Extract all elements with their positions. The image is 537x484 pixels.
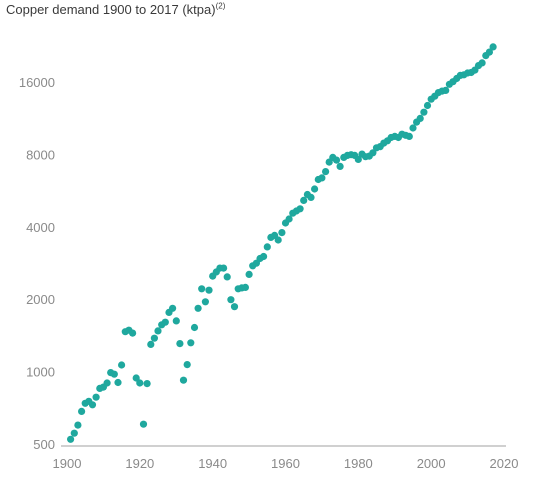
data-point	[485, 48, 493, 56]
data-point	[300, 196, 308, 204]
data-point	[136, 379, 144, 387]
data-point	[223, 273, 231, 281]
y-tick-label: 1000	[26, 365, 55, 380]
data-point	[194, 304, 202, 312]
data-point	[220, 264, 228, 272]
y-axis-ticks: 500 1000 2000 4000 8000 16000	[19, 75, 55, 452]
data-point	[307, 193, 315, 201]
x-tick-label: 1940	[198, 456, 227, 471]
data-point	[161, 318, 169, 326]
data-point	[278, 229, 286, 237]
data-point	[169, 304, 177, 312]
data-point	[285, 215, 293, 223]
data-point	[241, 283, 249, 291]
data-point	[332, 156, 341, 164]
data-points	[67, 43, 497, 443]
data-point	[442, 86, 450, 94]
data-point	[405, 132, 413, 140]
y-tick-label: 500	[33, 437, 55, 452]
data-point	[150, 334, 158, 342]
data-point	[416, 114, 424, 122]
data-point	[318, 174, 326, 182]
x-tick-label: 1900	[53, 456, 82, 471]
x-tick-label: 1960	[271, 456, 300, 471]
data-point	[205, 286, 213, 294]
chart-title: Copper demand 1900 to 2017 (ktpa)(2)	[6, 2, 225, 17]
data-point	[154, 327, 162, 335]
data-point	[92, 393, 100, 401]
y-tick-label: 8000	[26, 147, 55, 162]
data-point	[311, 185, 319, 193]
data-point	[201, 298, 209, 306]
data-point	[354, 155, 362, 163]
data-point	[336, 162, 344, 170]
chart-title-footnote: (2)	[215, 1, 226, 11]
data-point	[129, 329, 137, 337]
data-point	[296, 205, 304, 213]
x-tick-label: 2020	[490, 456, 519, 471]
data-point	[118, 361, 126, 369]
data-point	[132, 374, 140, 382]
x-tick-label: 1980	[344, 456, 373, 471]
data-point	[227, 296, 235, 304]
chart-title-text: Copper demand 1900 to 2017 (ktpa)	[6, 2, 216, 17]
data-point	[478, 59, 486, 67]
x-tick-label: 1920	[125, 456, 154, 471]
data-point	[103, 379, 111, 387]
data-point	[245, 270, 253, 278]
data-point	[420, 108, 428, 116]
y-tick-label: 2000	[26, 292, 55, 307]
data-point	[172, 317, 180, 325]
data-point	[147, 340, 155, 348]
data-point	[143, 380, 151, 388]
data-point	[110, 370, 118, 378]
data-point	[67, 435, 75, 443]
x-axis-ticks: 1900 1920 1940 1960 1980 2000 2020	[53, 456, 519, 471]
data-point	[176, 340, 184, 348]
data-point	[179, 376, 188, 384]
data-point	[74, 421, 82, 429]
data-point	[274, 236, 282, 244]
data-point	[139, 420, 148, 428]
data-point	[88, 401, 97, 409]
data-point	[78, 407, 86, 415]
data-point	[198, 285, 206, 293]
data-point	[409, 124, 417, 132]
data-point	[70, 429, 78, 437]
data-point	[369, 149, 377, 157]
data-point	[489, 43, 497, 51]
y-tick-label: 4000	[26, 220, 55, 235]
data-point	[114, 378, 122, 387]
data-point	[260, 252, 268, 261]
x-tick-label: 2000	[417, 456, 446, 471]
data-point	[183, 361, 191, 369]
data-point	[230, 303, 239, 311]
data-point	[187, 339, 195, 347]
data-point	[423, 101, 432, 110]
data-point	[190, 323, 199, 332]
data-point	[263, 243, 271, 251]
y-tick-label: 16000	[19, 75, 55, 90]
data-point	[322, 168, 330, 176]
